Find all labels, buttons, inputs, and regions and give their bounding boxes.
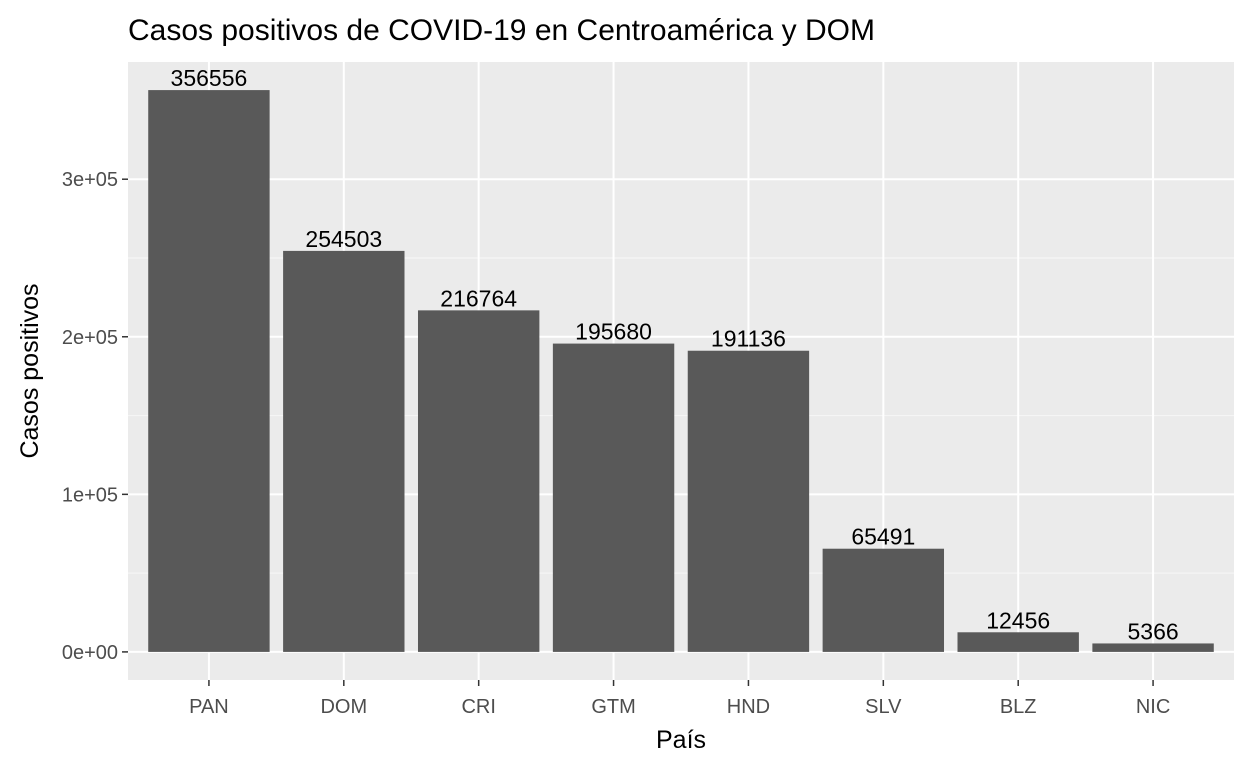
data-label-cri: 216764 (440, 285, 517, 311)
bar-blz (957, 632, 1079, 652)
x-tick-label-slv: SLV (865, 696, 902, 718)
y-tick-label: 2e+05 (62, 327, 118, 349)
y-tick-label: 3e+05 (62, 169, 118, 191)
bars (148, 90, 1214, 652)
data-labels: 356556 254503 216764 195680 191136 65491 12456… (171, 65, 1179, 644)
x-axis: PAN DOM CRI GTM HND SLV BLZ NIC (189, 680, 1170, 718)
x-axis-title: País (656, 726, 706, 754)
y-tick-label: 0e+00 (62, 642, 118, 664)
bar-slv (822, 548, 945, 652)
data-label-pan: 356556 (171, 65, 248, 91)
y-tick-label: 1e+05 (62, 484, 118, 506)
data-label-slv: 65491 (851, 524, 915, 550)
data-label-hnd: 191136 (711, 326, 786, 352)
x-tick-label-blz: BLZ (1000, 696, 1037, 718)
data-label-nic: 5366 (1127, 618, 1178, 644)
y-axis: 0e+00 1e+05 2e+05 3e+05 (62, 169, 128, 664)
x-tick-label-gtm: GTM (591, 696, 635, 718)
data-label-blz: 12456 (986, 607, 1050, 633)
y-axis-title: Casos positivos (16, 283, 44, 458)
bar-hnd (687, 350, 810, 652)
x-tick-label-nic: NIC (1136, 696, 1170, 718)
bar-pan (148, 90, 270, 652)
data-label-gtm: 195680 (575, 319, 652, 345)
x-tick-label-cri: CRI (461, 696, 495, 718)
x-tick-label-pan: PAN (189, 696, 229, 718)
bar-dom (283, 250, 405, 652)
x-tick-label-hnd: HND (727, 696, 770, 718)
bar-gtm (552, 343, 675, 652)
chart-title: Casos positivos de COVID-19 en Centroamé… (128, 14, 875, 47)
bar-nic (1092, 643, 1214, 652)
x-tick-label-dom: DOM (320, 696, 367, 718)
data-label-dom: 254503 (305, 226, 382, 252)
bar-cri (417, 310, 540, 652)
